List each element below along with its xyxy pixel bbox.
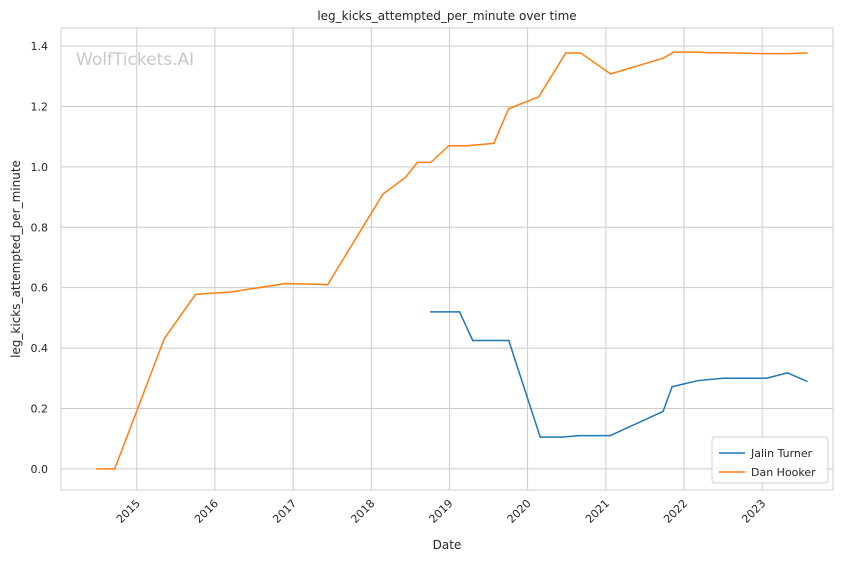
data-point-dan-hooker xyxy=(786,52,789,55)
grid-lines xyxy=(61,28,833,490)
y-tick-label: 0.4 xyxy=(31,342,49,355)
data-point-dan-hooker xyxy=(765,52,768,55)
data-point-jalin-turner xyxy=(786,372,789,374)
data-point-dan-hooker xyxy=(609,73,612,75)
data-point-dan-hooker xyxy=(579,52,582,54)
data-point-dan-hooker xyxy=(708,51,711,54)
data-point-jalin-turner xyxy=(671,385,673,388)
data-point-dan-hooker xyxy=(382,193,384,195)
y-tick-label: 0.8 xyxy=(31,221,49,234)
y-tick-label: 0.6 xyxy=(31,282,49,295)
data-point-dan-hooker xyxy=(806,52,808,54)
y-tick-label: 1.2 xyxy=(31,101,49,114)
data-point-dan-hooker xyxy=(492,142,495,145)
plot-area-frame xyxy=(60,27,834,491)
data-point-dan-hooker xyxy=(326,283,329,286)
series-layer xyxy=(95,51,808,470)
data-point-jalin-turner xyxy=(539,436,542,438)
data-point-dan-hooker xyxy=(696,51,699,53)
data-point-dan-hooker xyxy=(95,468,98,470)
data-point-jalin-turner xyxy=(721,377,724,380)
data-point-dan-hooker xyxy=(416,161,419,164)
x-axis-label: Date xyxy=(433,538,462,552)
data-point-dan-hooker xyxy=(564,52,567,54)
data-point-dan-hooker xyxy=(537,96,540,98)
chart-title: leg_kicks_attempted_per_minute over time xyxy=(317,9,576,23)
data-point-dan-hooker xyxy=(404,176,407,179)
data-point-jalin-turner xyxy=(662,410,664,413)
data-point-jalin-turner xyxy=(609,434,611,437)
data-point-jalin-turner xyxy=(696,379,699,382)
data-point-dan-hooker xyxy=(722,51,724,54)
legend-label-dan-hooker: Dan Hooker xyxy=(751,466,816,479)
data-point-jalin-turner xyxy=(430,311,432,313)
data-point-dan-hooker xyxy=(163,337,166,340)
data-point-dan-hooker xyxy=(662,57,664,59)
watermark: WolfTickets.AI xyxy=(76,50,194,70)
legend-label-jalin-turner: Jalin Turner xyxy=(750,447,813,460)
data-point-jalin-turner xyxy=(765,377,768,380)
data-point-jalin-turner xyxy=(560,436,562,438)
data-point-dan-hooker xyxy=(113,468,116,470)
data-point-jalin-turner xyxy=(578,434,580,437)
y-tick-label: 1.0 xyxy=(31,161,49,174)
data-point-dan-hooker xyxy=(448,144,450,147)
data-point-dan-hooker xyxy=(465,144,468,147)
data-point-dan-hooker xyxy=(194,293,197,296)
data-point-dan-hooker xyxy=(430,161,432,164)
data-point-jalin-turner xyxy=(471,339,474,342)
data-point-dan-hooker xyxy=(230,291,233,293)
data-point-dan-hooker xyxy=(672,51,675,53)
legend: Jalin Turner Dan Hooker xyxy=(711,436,829,484)
data-point-jalin-turner xyxy=(458,311,461,313)
y-tick-label: 0.2 xyxy=(31,402,49,415)
y-tick-labels: 0.0 0.2 0.4 0.6 0.8 1.0 1.2 1.4 xyxy=(31,40,49,476)
data-point-dan-hooker xyxy=(284,282,287,285)
y-tick-label: 1.4 xyxy=(31,40,49,53)
y-axis-label: leg_kicks_attempted_per_minute xyxy=(9,160,23,358)
data-point-jalin-turner xyxy=(507,339,510,342)
y-tick-label: 0.0 xyxy=(31,463,49,476)
data-point-jalin-turner xyxy=(806,380,808,383)
data-point-dan-hooker xyxy=(507,107,510,110)
